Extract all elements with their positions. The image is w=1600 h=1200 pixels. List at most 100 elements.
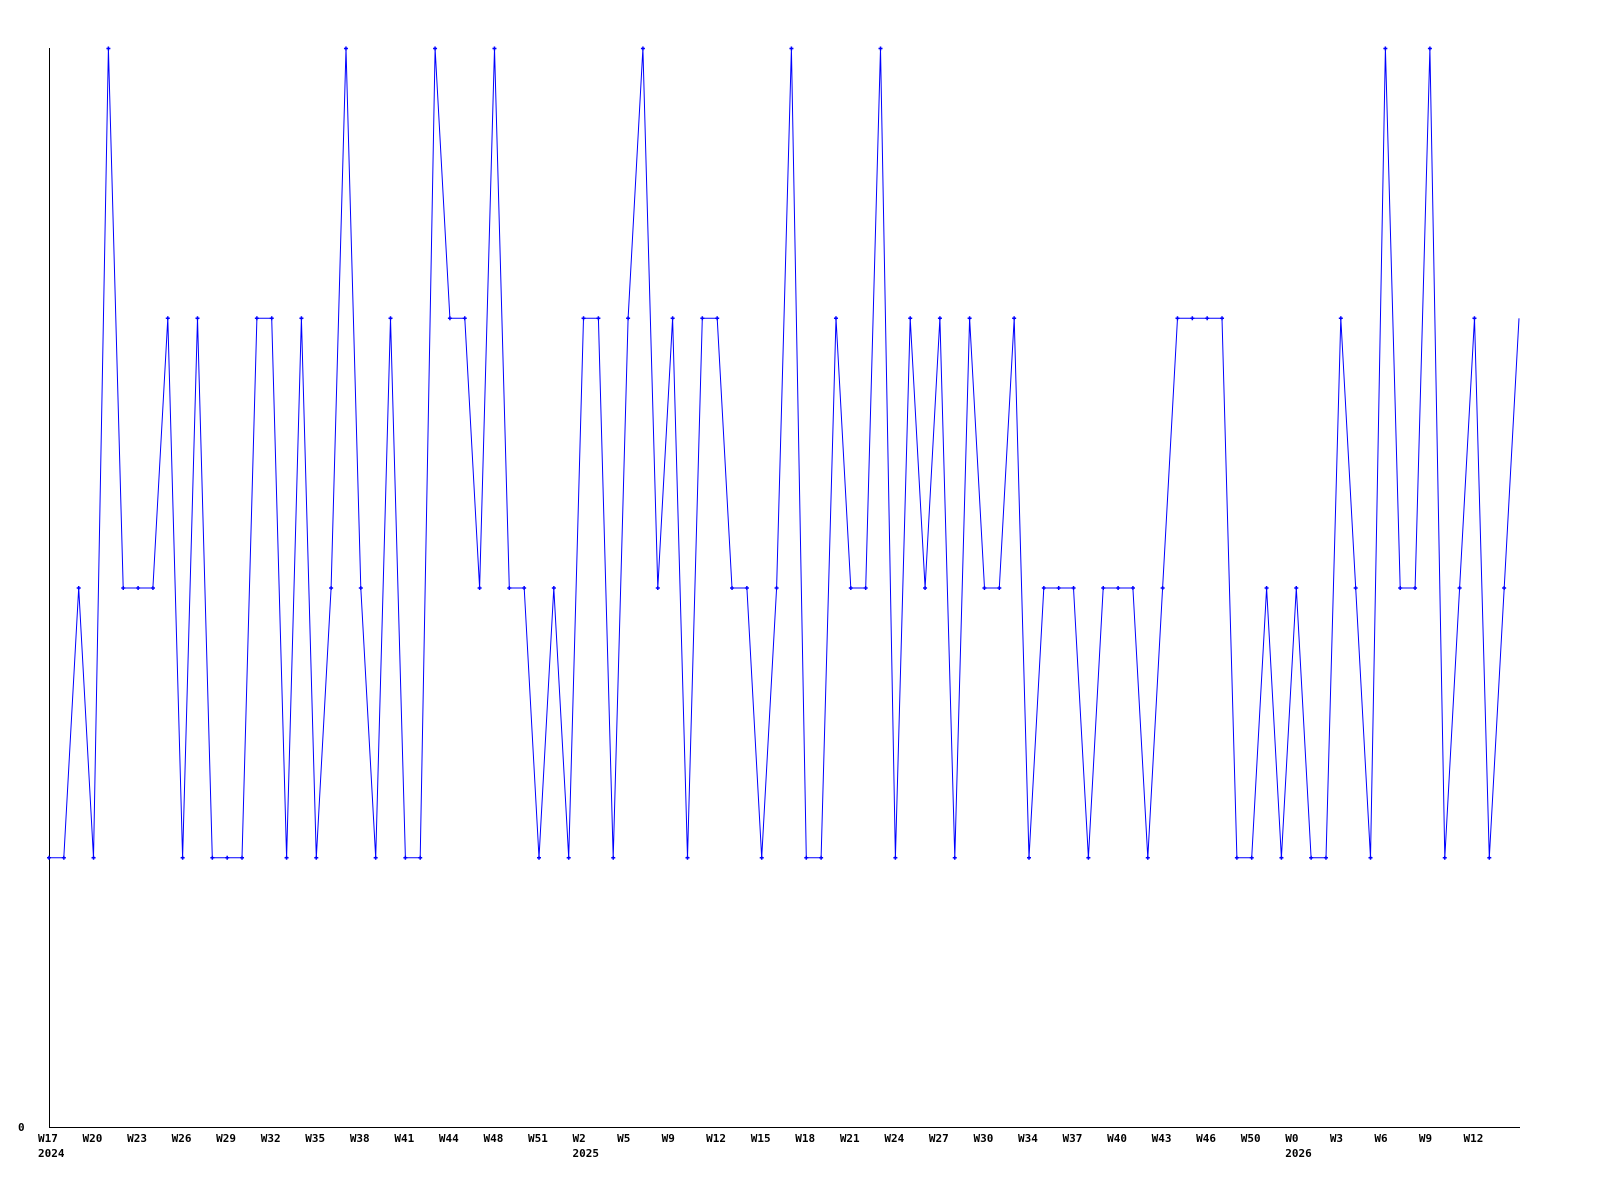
- data-point: [537, 855, 541, 860]
- data-point: [343, 46, 348, 51]
- x-tick-label: W0: [1285, 1132, 1298, 1145]
- data-point: [358, 586, 363, 590]
- data-point: [923, 586, 928, 590]
- data-point: [150, 586, 155, 590]
- data-point: [1294, 586, 1299, 590]
- x-year-label: 2026: [1285, 1147, 1312, 1160]
- data-point: [819, 855, 824, 860]
- x-tick-label: W30: [973, 1132, 993, 1145]
- data-point: [1442, 855, 1447, 860]
- data-point: [1041, 586, 1046, 590]
- data-point: [1383, 46, 1388, 51]
- data-point: [195, 316, 200, 321]
- x-tick-label: W9: [662, 1132, 675, 1145]
- data-point: [299, 316, 304, 321]
- data-point: [804, 855, 809, 860]
- data-point: [106, 46, 111, 51]
- data-point: [522, 586, 527, 590]
- data-point: [1398, 586, 1403, 590]
- x-tick-label: W50: [1241, 1132, 1261, 1145]
- data-point: [626, 316, 631, 321]
- x-tick-label: W34: [1018, 1132, 1038, 1145]
- data-point: [1353, 586, 1358, 590]
- data-point: [462, 316, 467, 321]
- data-point: [403, 855, 408, 860]
- data-point: [744, 586, 749, 590]
- data-point: [210, 855, 215, 860]
- data-point: [1264, 586, 1269, 590]
- data-point: [1116, 586, 1121, 590]
- data-point: [1323, 855, 1328, 860]
- data-point: [1457, 586, 1462, 590]
- data-point: [329, 586, 334, 590]
- data-point: [1279, 855, 1284, 860]
- data-point: [1086, 855, 1091, 860]
- x-tick-label: W32: [261, 1132, 281, 1145]
- data-point: [388, 316, 393, 321]
- x-tick-label: W44: [439, 1132, 459, 1145]
- data-point: [1160, 586, 1165, 590]
- data-point: [715, 316, 720, 321]
- data-point: [1338, 316, 1343, 321]
- x-tick-label: W20: [83, 1132, 103, 1145]
- x-tick-label: W51: [528, 1132, 548, 1145]
- data-point: [180, 855, 185, 860]
- x-tick-label: W37: [1063, 1132, 1083, 1145]
- x-tick-label: W46: [1196, 1132, 1216, 1145]
- data-point: [165, 316, 170, 321]
- data-point: [937, 316, 942, 321]
- data-point: [240, 855, 245, 860]
- data-point: [833, 316, 838, 321]
- data-point: [1502, 586, 1507, 590]
- data-point: [492, 46, 497, 51]
- data-point: [566, 855, 571, 860]
- data-point: [136, 586, 141, 590]
- y-tick-label: 0: [18, 1121, 25, 1134]
- data-point: [1234, 855, 1239, 860]
- x-tick-label: W5: [617, 1132, 630, 1145]
- data-point: [1413, 586, 1418, 590]
- x-year-label: 2025: [573, 1147, 600, 1160]
- data-point: [1220, 316, 1225, 321]
- x-tick-label: W2: [573, 1132, 586, 1145]
- x-tick-label: W3: [1330, 1132, 1343, 1145]
- data-point: [1145, 855, 1150, 860]
- data-point: [433, 46, 438, 51]
- x-year-label: 2024: [38, 1147, 65, 1160]
- data-point: [61, 855, 66, 860]
- data-point: [1368, 855, 1373, 860]
- data-point: [997, 586, 1002, 590]
- x-tick-label: W48: [483, 1132, 503, 1145]
- x-tick-label: W9: [1419, 1132, 1432, 1145]
- data-point: [1487, 855, 1492, 860]
- x-tick-label: W17: [38, 1132, 58, 1145]
- data-point: [774, 586, 779, 590]
- data-point: [700, 316, 705, 321]
- x-tick-label: W41: [394, 1132, 414, 1145]
- x-tick-label: W18: [795, 1132, 815, 1145]
- data-point: [1012, 316, 1017, 321]
- x-tick-label: W38: [350, 1132, 370, 1145]
- data-point: [447, 316, 452, 321]
- data-point: [269, 316, 274, 321]
- data-point: [655, 586, 660, 590]
- data-point: [1472, 316, 1477, 321]
- data-point: [967, 316, 972, 321]
- data-point: [1175, 316, 1180, 321]
- data-point: [1101, 586, 1106, 590]
- data-point: [477, 586, 482, 590]
- data-point: [670, 316, 675, 321]
- data-point: [596, 316, 601, 321]
- data-point: [418, 855, 423, 860]
- data-point: [863, 586, 868, 590]
- data-point: [254, 316, 259, 321]
- data-point: [1309, 855, 1314, 860]
- data-point: [1205, 316, 1210, 321]
- data-point: [893, 855, 898, 860]
- x-tick-label: W23: [127, 1132, 147, 1145]
- data-point: [878, 46, 883, 51]
- x-tick-label: W27: [929, 1132, 949, 1145]
- data-point: [1190, 316, 1195, 321]
- x-tick-label: W26: [172, 1132, 192, 1145]
